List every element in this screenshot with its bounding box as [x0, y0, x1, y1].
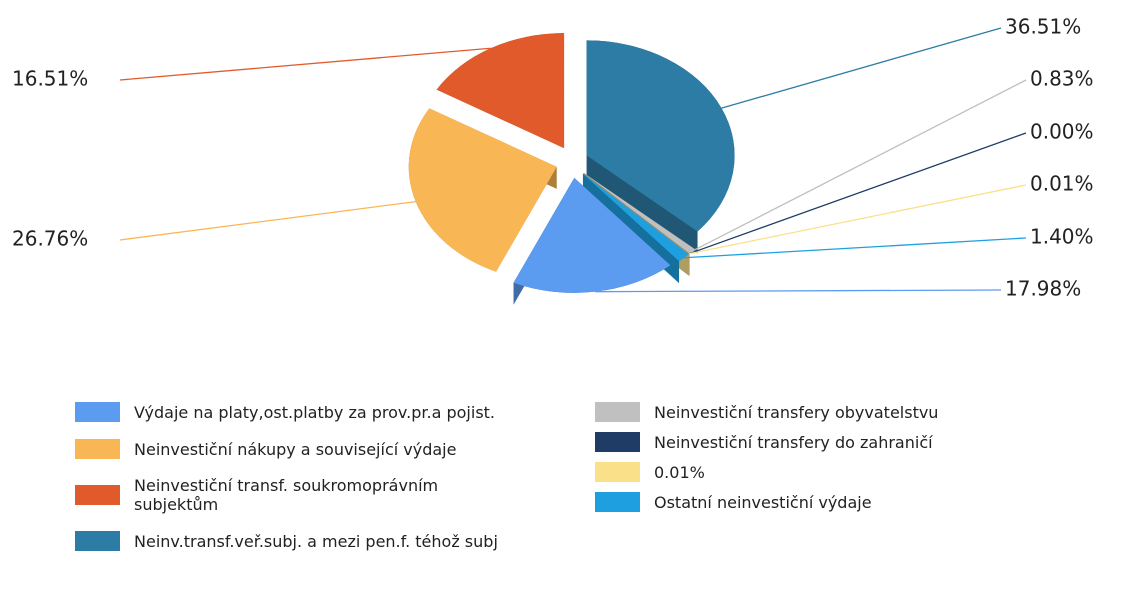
legend-item: Ostatní neinvestiční výdaje [595, 492, 1025, 512]
legend-label: Výdaje na platy,ost.platby za prov.pr.a … [134, 402, 496, 422]
legend-label: Neinvestiční transfery obyvatelstvu [654, 402, 939, 422]
data-label: 17.98% [1005, 277, 1081, 301]
legend-label: 0.01% [654, 462, 705, 482]
legend-swatch [75, 485, 120, 505]
data-label: 36.51% [1005, 15, 1081, 39]
legend-swatch [75, 531, 120, 551]
legend-label: Neinv.transf.veř.subj. a mezi pen.f. téh… [134, 531, 498, 551]
legend-item: 0.01% [595, 462, 1025, 482]
legend-swatch [75, 402, 120, 422]
slice [582, 173, 689, 262]
leader-line [691, 79, 1027, 252]
legend-item: Neinvestiční transfery do zahraničí [595, 432, 1025, 452]
legend-item: Neinv.transf.veř.subj. a mezi pen.f. téh… [75, 531, 575, 551]
legend-swatch [595, 462, 640, 482]
legend-item: Neinvestiční transfery obyvatelstvu [595, 402, 1025, 422]
legend-item: Neinvestiční nákupy a související výdaje [75, 439, 575, 459]
legend-label: Neinvestiční transf. soukromoprávním sub… [134, 476, 439, 514]
legend-swatch [595, 432, 640, 452]
legend-swatch [595, 492, 640, 512]
data-label: 0.83% [1030, 67, 1094, 91]
data-label: 0.01% [1030, 172, 1094, 196]
legend: Výdaje na platy,ost.platby za prov.pr.a … [75, 402, 575, 551]
data-label: 26.76% [12, 227, 88, 251]
leader-line [595, 289, 1002, 293]
legend-swatch [75, 439, 120, 459]
leader-line [688, 184, 1027, 255]
legend-item: Neinvestiční transf. soukromoprávním sub… [75, 476, 575, 514]
data-label: 16.51% [12, 67, 88, 91]
legend-label: Neinvestiční transfery do zahraničí [654, 432, 933, 452]
leader-line [119, 200, 416, 241]
leader-line [119, 47, 491, 81]
leader-line [721, 27, 1002, 109]
legend-label: Neinvestiční nákupy a související výdaje [134, 439, 457, 459]
legend-item: Výdaje na platy,ost.platby za prov.pr.a … [75, 402, 575, 422]
leader-line [683, 237, 1027, 259]
legend: Neinvestiční transfery obyvatelstvu Neinv… [595, 402, 1025, 512]
slice [583, 173, 690, 254]
data-label: 1.40% [1030, 225, 1094, 249]
slice [586, 40, 735, 232]
slice [583, 172, 695, 254]
leader-line [688, 132, 1027, 255]
legend-swatch [595, 402, 640, 422]
slice [408, 108, 557, 272]
slice-side [582, 173, 689, 284]
data-label: 0.00% [1030, 120, 1094, 144]
legend-label: Ostatní neinvestiční výdaje [654, 492, 872, 512]
slice [513, 177, 671, 293]
slice [436, 33, 565, 149]
